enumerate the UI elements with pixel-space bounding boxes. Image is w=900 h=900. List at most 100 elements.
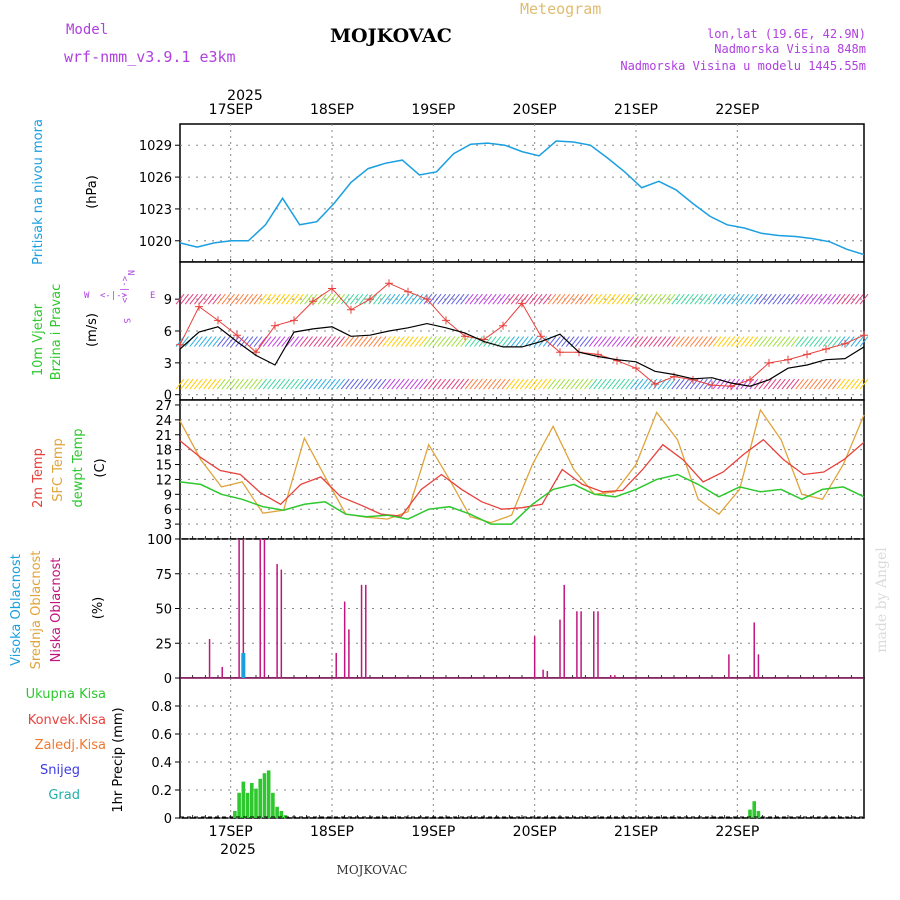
- wind-arrow: [630, 378, 639, 390]
- wind-arrow: [464, 378, 474, 390]
- svg-text:10m Vjetar: 10m Vjetar: [31, 303, 46, 376]
- y-tick-label: 15: [155, 459, 172, 474]
- wind-arrow: [547, 336, 557, 347]
- wind-arrow: [588, 336, 598, 347]
- svg-text:Ukupna Kisa: Ukupna Kisa: [26, 687, 106, 702]
- svg-text:W: W: [84, 291, 90, 301]
- wind-arrow: [437, 293, 447, 305]
- wind-arrow: [754, 293, 763, 305]
- wind-arrow: [281, 293, 290, 305]
- wind-arrow: [506, 378, 515, 390]
- wind-arrow: [556, 293, 566, 305]
- y-tick-label: 75: [155, 568, 172, 583]
- y-tick-label: 0.2: [151, 784, 172, 799]
- wind-arrow: [189, 378, 199, 390]
- wind-arrow: [322, 378, 332, 390]
- panel-frame: [179, 399, 865, 540]
- wind-arrow: [483, 336, 492, 347]
- precip-bar: [266, 770, 271, 818]
- wind-arrow: [809, 336, 818, 347]
- wind-arrow: [377, 293, 387, 305]
- wind-arrow: [662, 336, 671, 347]
- wind-arrow: [712, 293, 722, 305]
- y-tick-label: 12: [155, 473, 172, 488]
- panel-frame: [179, 538, 865, 679]
- wind-arrow: [763, 336, 772, 347]
- wind-gust-marker: [347, 305, 355, 314]
- wind-arrow: [368, 378, 378, 390]
- wind-arrow: [230, 378, 240, 390]
- wind-arrow: [790, 293, 800, 305]
- wind-arrow: [253, 293, 263, 305]
- y-tick-label: 1029: [139, 139, 172, 154]
- wind-gust-marker: [746, 375, 754, 384]
- wind-arrow: [767, 336, 777, 347]
- wind-arrow: [226, 378, 235, 390]
- wind-arrow: [276, 378, 286, 390]
- wind-arrow: [845, 293, 855, 305]
- wind-gust-marker: [290, 316, 298, 325]
- wind-arrow: [744, 378, 754, 390]
- wind-arrow: [763, 293, 772, 305]
- wind-gust-marker: [651, 380, 659, 389]
- wind-arrow: [203, 336, 212, 347]
- x-label-bottom: 20SEP: [513, 824, 557, 840]
- wind-arrow: [386, 293, 396, 305]
- wind-arrow: [405, 336, 414, 347]
- wind-arrow: [694, 293, 704, 305]
- wind-arrow: [671, 293, 681, 305]
- wind-arrow: [483, 378, 492, 390]
- wind-arrow: [336, 378, 346, 390]
- wind-arrow: [524, 336, 534, 347]
- wind-arrow: [317, 293, 327, 305]
- wind-arrow: [359, 293, 369, 305]
- y-tick-label: 3: [164, 357, 172, 372]
- wind-arrow: [501, 336, 511, 347]
- wind-arrow: [712, 336, 722, 347]
- precip-bar: [241, 781, 246, 818]
- wind-arrow: [373, 336, 382, 347]
- wind-arrow: [258, 378, 268, 390]
- precip-bar: [279, 811, 284, 818]
- wind-arrow: [611, 378, 621, 390]
- wind-arrow: [602, 336, 612, 347]
- y-tick-label: 1023: [139, 203, 172, 218]
- altitude-label: Nadmorska Visina 848m: [714, 42, 866, 56]
- svg-text:SFC Temp: SFC Temp: [51, 438, 66, 502]
- wind-arrow: [818, 293, 828, 305]
- precip-bar: [245, 792, 250, 818]
- wind-arrow: [712, 378, 722, 390]
- wind-arrow: [859, 336, 869, 347]
- wind-arrow: [235, 336, 245, 347]
- wind-arrow: [207, 336, 217, 347]
- wind-arrow: [813, 336, 823, 347]
- wind-arrow: [776, 336, 786, 347]
- wind-arrow: [432, 293, 442, 305]
- wind-arrow: [781, 336, 791, 347]
- wind-arrow: [212, 336, 222, 347]
- wind-arrow: [198, 336, 208, 347]
- wind-arrow: [726, 293, 736, 305]
- wind-gust-marker: [860, 331, 868, 340]
- wind-arrow: [547, 378, 557, 390]
- wind-arrow: [584, 293, 593, 305]
- pressure-side-label: Pritisak na nivou mora (hPa): [31, 119, 100, 265]
- wind-arrow: [616, 293, 626, 305]
- wind-arrow: [432, 336, 442, 347]
- wind-arrow: [653, 293, 662, 305]
- wind-arrow: [694, 336, 704, 347]
- wind-gust-marker: [803, 350, 811, 359]
- wind-arrow: [267, 378, 277, 390]
- x-label-top: 18SEP: [310, 102, 354, 118]
- wind-gust-marker: [841, 339, 849, 348]
- wind-arrow: [841, 336, 851, 347]
- wind-arrow: [639, 293, 649, 305]
- wind-arrow: [221, 378, 231, 390]
- wind-arrow: [180, 378, 189, 390]
- wind-arrow: [639, 378, 649, 390]
- wind-arrow: [786, 378, 795, 390]
- wind-arrow: [249, 293, 258, 305]
- wind-arrow: [616, 336, 626, 347]
- x-label-top: 21SEP: [614, 102, 658, 118]
- precip-bar: [748, 809, 752, 818]
